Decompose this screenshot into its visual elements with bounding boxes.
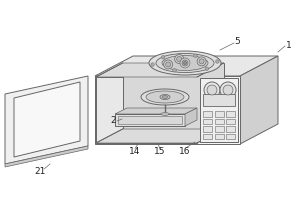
Circle shape: [204, 82, 220, 98]
FancyBboxPatch shape: [203, 134, 212, 139]
Text: 14: 14: [129, 146, 141, 156]
FancyBboxPatch shape: [214, 111, 224, 116]
Polygon shape: [141, 89, 189, 105]
Polygon shape: [96, 129, 224, 143]
Polygon shape: [123, 63, 224, 129]
Text: 15: 15: [154, 146, 166, 156]
Circle shape: [215, 60, 219, 63]
Polygon shape: [185, 108, 197, 126]
Text: 2: 2: [110, 116, 116, 126]
Text: 21: 21: [34, 166, 46, 176]
Circle shape: [180, 58, 190, 68]
FancyBboxPatch shape: [203, 118, 212, 124]
Polygon shape: [240, 56, 278, 144]
FancyBboxPatch shape: [226, 126, 235, 132]
FancyBboxPatch shape: [226, 111, 235, 116]
Circle shape: [164, 60, 172, 69]
Circle shape: [199, 59, 204, 64]
Polygon shape: [115, 108, 197, 114]
FancyBboxPatch shape: [203, 111, 212, 116]
Polygon shape: [160, 95, 170, 99]
Circle shape: [220, 82, 236, 98]
Polygon shape: [96, 77, 197, 143]
Circle shape: [166, 62, 171, 67]
FancyBboxPatch shape: [214, 118, 224, 124]
Circle shape: [177, 57, 182, 62]
Polygon shape: [14, 82, 80, 157]
Polygon shape: [5, 146, 88, 167]
FancyBboxPatch shape: [226, 134, 235, 139]
FancyBboxPatch shape: [214, 134, 224, 139]
FancyBboxPatch shape: [203, 126, 212, 132]
Polygon shape: [95, 56, 278, 76]
Ellipse shape: [156, 53, 214, 72]
Polygon shape: [115, 114, 185, 126]
Ellipse shape: [149, 51, 221, 75]
FancyBboxPatch shape: [214, 126, 224, 132]
Ellipse shape: [162, 55, 208, 71]
Polygon shape: [118, 116, 182, 124]
Circle shape: [184, 62, 187, 64]
Circle shape: [194, 54, 197, 57]
Circle shape: [182, 60, 188, 66]
Circle shape: [223, 85, 233, 95]
Circle shape: [197, 57, 206, 66]
FancyBboxPatch shape: [203, 94, 235, 106]
Polygon shape: [163, 96, 167, 98]
Circle shape: [161, 55, 165, 59]
Polygon shape: [5, 76, 88, 164]
Polygon shape: [96, 63, 224, 77]
Text: 1: 1: [286, 42, 292, 50]
Circle shape: [205, 67, 208, 71]
Polygon shape: [161, 113, 169, 115]
Text: 16: 16: [179, 146, 191, 156]
Circle shape: [207, 85, 217, 95]
Circle shape: [175, 55, 184, 64]
Text: 5: 5: [234, 36, 240, 46]
Polygon shape: [200, 78, 238, 142]
Circle shape: [173, 69, 176, 72]
Polygon shape: [95, 76, 240, 144]
Circle shape: [151, 63, 154, 66]
FancyBboxPatch shape: [226, 118, 235, 124]
Polygon shape: [146, 91, 184, 103]
